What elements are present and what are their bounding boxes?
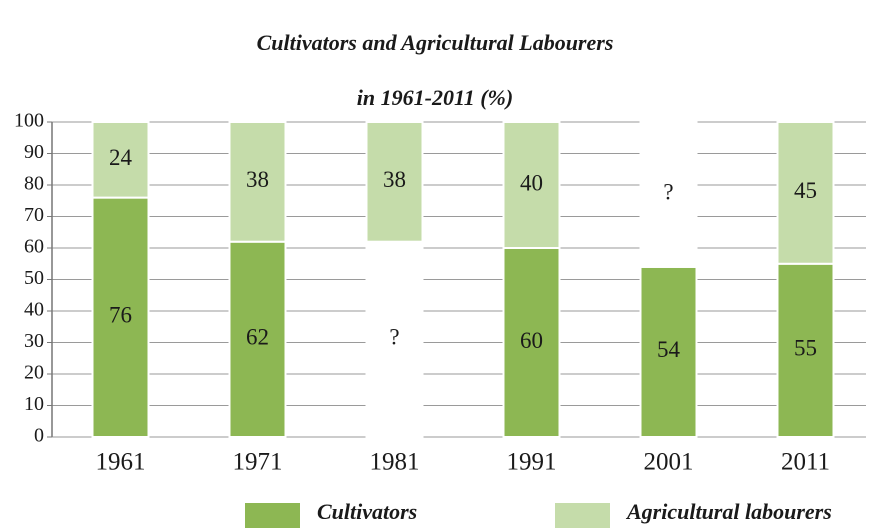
bar-segment [365, 121, 424, 243]
y-tick-label: 40 [24, 299, 44, 321]
legend-label: Agricultural labourers [625, 499, 832, 524]
value-label: ? [663, 180, 673, 205]
x-tick-label: 1981 [370, 449, 420, 476]
x-tick-label: 2001 [644, 449, 694, 476]
x-tick-label: 1961 [96, 449, 146, 476]
value-label: 38 [246, 167, 269, 192]
value-label: 54 [657, 337, 681, 362]
y-tick-label: 50 [24, 267, 44, 289]
value-label: ? [389, 325, 399, 350]
bar-segment [228, 121, 287, 243]
y-tick-label: 100 [14, 110, 44, 132]
x-tick-label: 1971 [233, 449, 283, 476]
bar-segment [91, 196, 150, 438]
value-label: 24 [109, 145, 133, 170]
bar-segment [91, 121, 150, 199]
y-tick-label: 80 [24, 173, 44, 195]
value-label: 40 [520, 170, 543, 195]
bar-segment [776, 121, 835, 265]
legend-swatch [555, 503, 610, 528]
bar-segment [502, 121, 561, 249]
value-label: 76 [109, 303, 132, 328]
value-label: 55 [794, 336, 817, 361]
bar-segment [639, 121, 698, 268]
bar-segment [228, 240, 287, 438]
legend-swatch [245, 503, 300, 528]
value-label: 38 [383, 167, 406, 192]
y-tick-label: 30 [24, 330, 44, 352]
bar-segment [365, 240, 424, 438]
x-tick-label: 1991 [507, 449, 557, 476]
value-label: 45 [794, 178, 817, 203]
y-tick-label: 10 [24, 393, 44, 415]
y-tick-label: 20 [24, 362, 44, 384]
y-tick-label: 70 [24, 204, 44, 226]
x-tick-label: 2011 [781, 449, 830, 476]
chart-title: Cultivators and Agricultural Labourers [257, 30, 614, 55]
y-tick-label: 0 [34, 425, 44, 447]
chart-title: in 1961-2011 (%) [357, 85, 513, 110]
value-label: 62 [246, 325, 269, 350]
legend-label: Cultivators [317, 499, 417, 524]
y-tick-label: 90 [24, 141, 44, 163]
value-label: 60 [520, 328, 543, 353]
bar-segment [502, 247, 561, 438]
y-tick-label: 60 [24, 236, 44, 258]
bar-segment [639, 265, 698, 438]
